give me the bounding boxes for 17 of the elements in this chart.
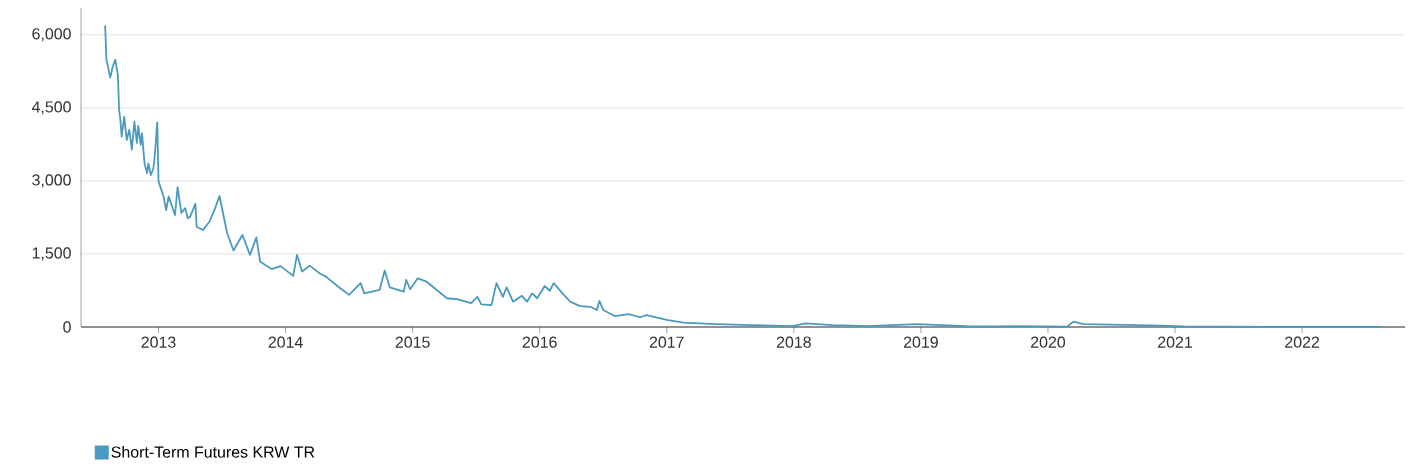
y-tick-label: 3,000 — [32, 174, 71, 188]
x-tick-label: 2020 — [1031, 336, 1066, 348]
x-tick-label: 2015 — [395, 336, 430, 348]
y-tick-label: 6,000 — [32, 28, 71, 42]
y-tick-label: 1,500 — [32, 247, 71, 261]
y-tick-label: 0 — [63, 321, 71, 333]
y-tick-label: 4,500 — [31, 101, 71, 115]
x-tick-label: 2021 — [1158, 336, 1192, 348]
x-tick-label: 2013 — [141, 336, 176, 348]
x-tick-label: 2016 — [522, 336, 557, 348]
x-tick-label: 2014 — [268, 336, 303, 348]
line-series — [104, 24, 1382, 328]
legend-label: Short-Term Futures KRW TR — [111, 446, 315, 458]
x-tick-label: 2022 — [1285, 336, 1320, 348]
x-tick-label: 2017 — [649, 336, 684, 348]
x-tick-label: 2019 — [903, 336, 938, 348]
x-tick-label: 2018 — [776, 336, 811, 348]
